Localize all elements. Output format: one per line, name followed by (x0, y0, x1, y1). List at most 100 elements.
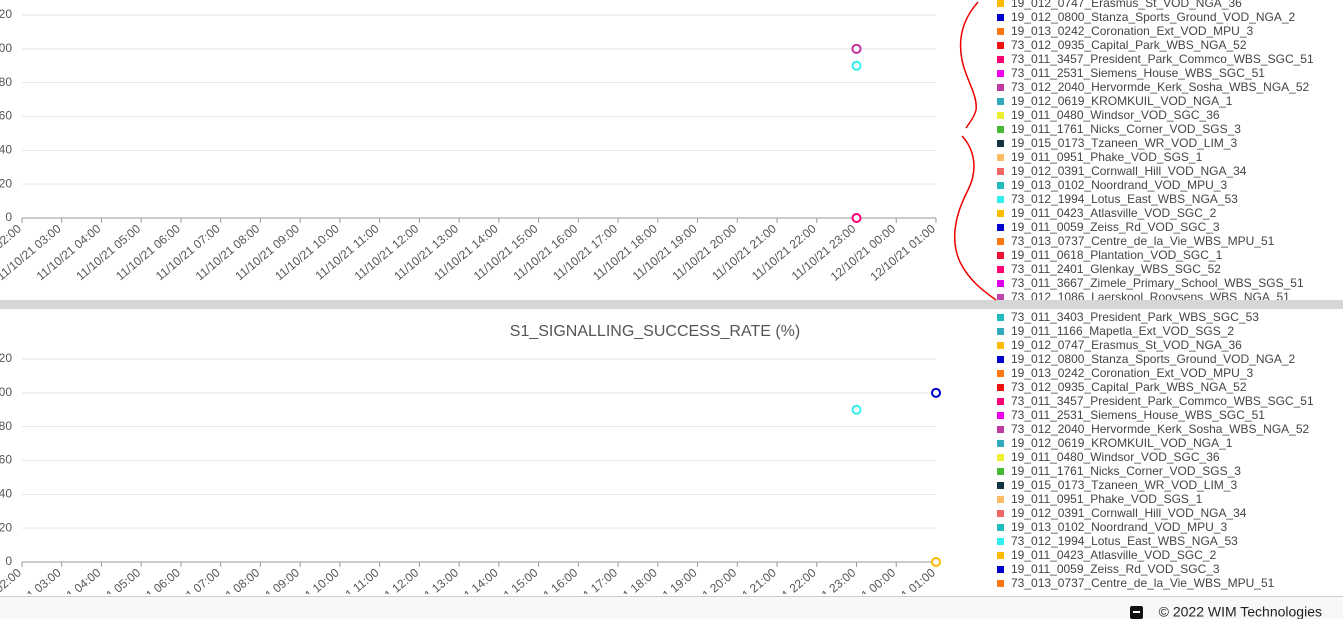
legend-item[interactable]: 19_011_1761_Nicks_Corner_VOD_SGS_3 (997, 464, 1241, 478)
legend-item[interactable]: 19_011_0951_Phake_VOD_SGS_1 (997, 150, 1203, 164)
legend-label: 73_011_2531_Siemens_House_WBS_SGC_51 (1011, 408, 1265, 422)
legend-swatch (997, 328, 1004, 335)
legend-swatch (997, 280, 1004, 287)
legend-label: 19_015_0173_Tzaneen_WR_VOD_LIM_3 (1011, 478, 1237, 492)
footer-bar (0, 597, 1343, 619)
legend-item[interactable]: 19_012_0747_Erasmus_St_VOD_NGA_36 (997, 338, 1242, 352)
legend-item[interactable]: 19_013_0102_Noordrand_VOD_MPU_3 (997, 520, 1227, 534)
legend-item[interactable]: 73_011_2531_Siemens_House_WBS_SGC_51 (997, 66, 1265, 80)
legend-label: 19_011_0059_Zeiss_Rd_VOD_SGC_3 (1011, 562, 1220, 576)
chart-title: S1_SIGNALLING_SUCCESS_RATE (%) (510, 323, 800, 340)
legend-item[interactable]: 73_012_0935_Capital_Park_WBS_NGA_52 (997, 380, 1247, 394)
legend-label: 19_011_0951_Phake_VOD_SGS_1 (1011, 150, 1203, 164)
legend-item[interactable]: 19_011_0951_Phake_VOD_SGS_1 (997, 492, 1203, 506)
legend-swatch (997, 126, 1004, 133)
y-tick-label: 0 (5, 554, 12, 568)
legend-label: 73_011_2401_Glenkay_WBS_SGC_52 (1011, 262, 1221, 276)
legend-item[interactable]: 19_011_0059_Zeiss_Rd_VOD_SGC_3 (997, 220, 1220, 234)
legend-label: 19_011_0480_Windsor_VOD_SGC_36 (1011, 450, 1220, 464)
legend-item[interactable]: 73_012_0935_Capital_Park_WBS_NGA_52 (997, 38, 1247, 52)
annotation-brace (959, 1, 979, 129)
legend-item[interactable]: 19_011_0423_Atlasville_VOD_SGC_2 (997, 548, 1217, 562)
legend-swatch (997, 14, 1004, 21)
legend-label: 19_013_0242_Coronation_Ext_VOD_MPU_3 (1011, 366, 1253, 380)
legend-label: 73_012_0935_Capital_Park_WBS_NGA_52 (1011, 38, 1247, 52)
y-tick-label: 40 (0, 487, 12, 501)
legend-label: 73_011_3667_Zimele_Primary_School_WBS_SG… (1011, 276, 1304, 290)
legend-item[interactable]: 73_013_0737_Centre_de_la_Vie_WBS_MPU_51 (997, 234, 1275, 248)
legend-label: 19_011_0618_Plantation_VOD_SGC_1 (1011, 248, 1223, 262)
legend-label: 19_011_1761_Nicks_Corner_VOD_SGS_3 (1011, 464, 1241, 478)
legend-swatch (997, 398, 1004, 405)
legend-item[interactable]: 19_013_0242_Coronation_Ext_VOD_MPU_3 (997, 24, 1253, 38)
legend-item[interactable]: 73_011_2401_Glenkay_WBS_SGC_52 (997, 262, 1221, 276)
legend-label: 73_011_3403_President_Park_WBS_SGC_53 (1011, 310, 1259, 324)
legend-item[interactable]: 73_012_2040_Hervormde_Kerk_Sosha_WBS_NGA… (997, 422, 1310, 436)
legend-label: 19_013_0242_Coronation_Ext_VOD_MPU_3 (1011, 24, 1253, 38)
legend-item[interactable]: 73_012_1994_Lotus_East_WBS_NGA_53 (997, 534, 1238, 548)
legend-label: 19_015_0173_Tzaneen_WR_VOD_LIM_3 (1011, 136, 1237, 150)
legend-swatch (997, 266, 1004, 273)
legend-item[interactable]: 73_012_1994_Lotus_East_WBS_NGA_53 (997, 192, 1238, 206)
legend-item[interactable]: 19_012_0747_Erasmus_St_VOD_NGA_36 (997, 0, 1242, 10)
legend-swatch (997, 384, 1004, 391)
y-tick-label: 40 (0, 143, 12, 157)
legend-item[interactable]: 19_011_1166_Mapetla_Ext_VOD_SGS_2 (997, 324, 1234, 338)
legend-swatch (997, 440, 1004, 447)
legend-item[interactable]: 73_012_2040_Hervormde_Kerk_Sosha_WBS_NGA… (997, 80, 1310, 94)
divider (0, 300, 1343, 309)
legend-item[interactable]: 73_011_3403_President_Park_WBS_SGC_53 (997, 310, 1259, 324)
legend-item[interactable]: 19_015_0173_Tzaneen_WR_VOD_LIM_3 (997, 478, 1237, 492)
legend-label: 73_013_0737_Centre_de_la_Vie_WBS_MPU_51 (1011, 234, 1275, 248)
legend-item[interactable]: 73_011_2531_Siemens_House_WBS_SGC_51 (997, 408, 1265, 422)
legend-item[interactable]: 19_012_0800_Stanza_Sports_Ground_VOD_NGA… (997, 10, 1296, 24)
y-tick-label: 60 (0, 109, 12, 123)
legend-item[interactable]: 19_013_0102_Noordrand_VOD_MPU_3 (997, 178, 1227, 192)
legend-swatch (997, 426, 1004, 433)
legend-label: 73_011_3457_President_Park_Commco_WBS_SG… (1011, 52, 1314, 66)
legend-label: 73_012_1086_Laerskool_Rooysens_WBS_NGA_5… (1011, 290, 1290, 304)
legend-item[interactable]: 19_012_0619_KROMKUIL_VOD_NGA_1 (997, 436, 1233, 450)
point (851, 404, 862, 415)
point (851, 213, 862, 223)
legend-swatch (997, 238, 1004, 245)
legend-item[interactable]: 19_011_0059_Zeiss_Rd_VOD_SGC_3 (997, 562, 1220, 576)
legend-item[interactable]: 19_012_0619_KROMKUIL_VOD_NGA_1 (997, 94, 1233, 108)
y-tick-label: 20 (0, 176, 12, 190)
legend-label: 19_012_0619_KROMKUIL_VOD_NGA_1 (1011, 436, 1233, 450)
y-tick-label: 120 (0, 7, 12, 21)
legend-item[interactable]: 19_011_0480_Windsor_VOD_SGC_36 (997, 450, 1220, 464)
legend-item[interactable]: 73_011_3457_President_Park_Commco_WBS_SG… (997, 52, 1314, 66)
legend-label: 19_011_0423_Atlasville_VOD_SGC_2 (1011, 206, 1217, 220)
legend-item[interactable]: 73_011_3457_President_Park_Commco_WBS_SG… (997, 394, 1314, 408)
legend-item[interactable]: 19_011_0423_Atlasville_VOD_SGC_2 (997, 206, 1217, 220)
legend-label: 73_011_3457_President_Park_Commco_WBS_SG… (1011, 394, 1314, 408)
legend-item[interactable]: 19_015_0173_Tzaneen_WR_VOD_LIM_3 (997, 136, 1237, 150)
chart-panel: S1_SIGNALLING_SUCCESS_RATE (%) 0 20 40 60 80 1… (0, 310, 1314, 594)
y-tick-label: 80 (0, 419, 12, 433)
annotation-brace (953, 135, 997, 301)
legend-swatch (997, 294, 1004, 300)
footer-text: © 2022 WIM Technologies (1159, 604, 1322, 619)
legend-item[interactable]: 73_013_0737_Centre_de_la_Vie_WBS_MPU_51 (997, 576, 1275, 590)
point (851, 60, 862, 71)
legend-swatch (997, 342, 1004, 349)
legend-label: 19_011_0059_Zeiss_Rd_VOD_SGC_3 (1011, 220, 1220, 234)
legend-label: 19_012_0391_Cornwall_Hill_VOD_NGA_34 (1011, 164, 1247, 178)
legend-item[interactable]: 73_011_3667_Zimele_Primary_School_WBS_SG… (997, 276, 1304, 290)
legend-swatch (997, 140, 1004, 147)
legend-swatch (997, 454, 1004, 461)
legend-swatch (997, 580, 1004, 587)
legend-item[interactable]: 73_012_1086_Laerskool_Rooysens_WBS_NGA_5… (997, 290, 1290, 304)
legend-item[interactable]: 19_011_0618_Plantation_VOD_SGC_1 (997, 248, 1223, 262)
legend-item[interactable]: 19_012_0391_Cornwall_Hill_VOD_NGA_34 (997, 506, 1247, 520)
legend-swatch (997, 482, 1004, 489)
legend-item[interactable]: 19_012_0800_Stanza_Sports_Ground_VOD_NGA… (997, 352, 1296, 366)
legend-label: 73_012_2040_Hervormde_Kerk_Sosha_WBS_NGA… (1011, 80, 1310, 94)
legend-item[interactable]: 19_011_0480_Windsor_VOD_SGC_36 (997, 108, 1220, 122)
legend-item[interactable]: 19_012_0391_Cornwall_Hill_VOD_NGA_34 (997, 164, 1247, 178)
legend-item[interactable]: 19_011_1761_Nicks_Corner_VOD_SGS_3 (997, 122, 1241, 136)
legend-item[interactable]: 19_013_0242_Coronation_Ext_VOD_MPU_3 (997, 366, 1253, 380)
